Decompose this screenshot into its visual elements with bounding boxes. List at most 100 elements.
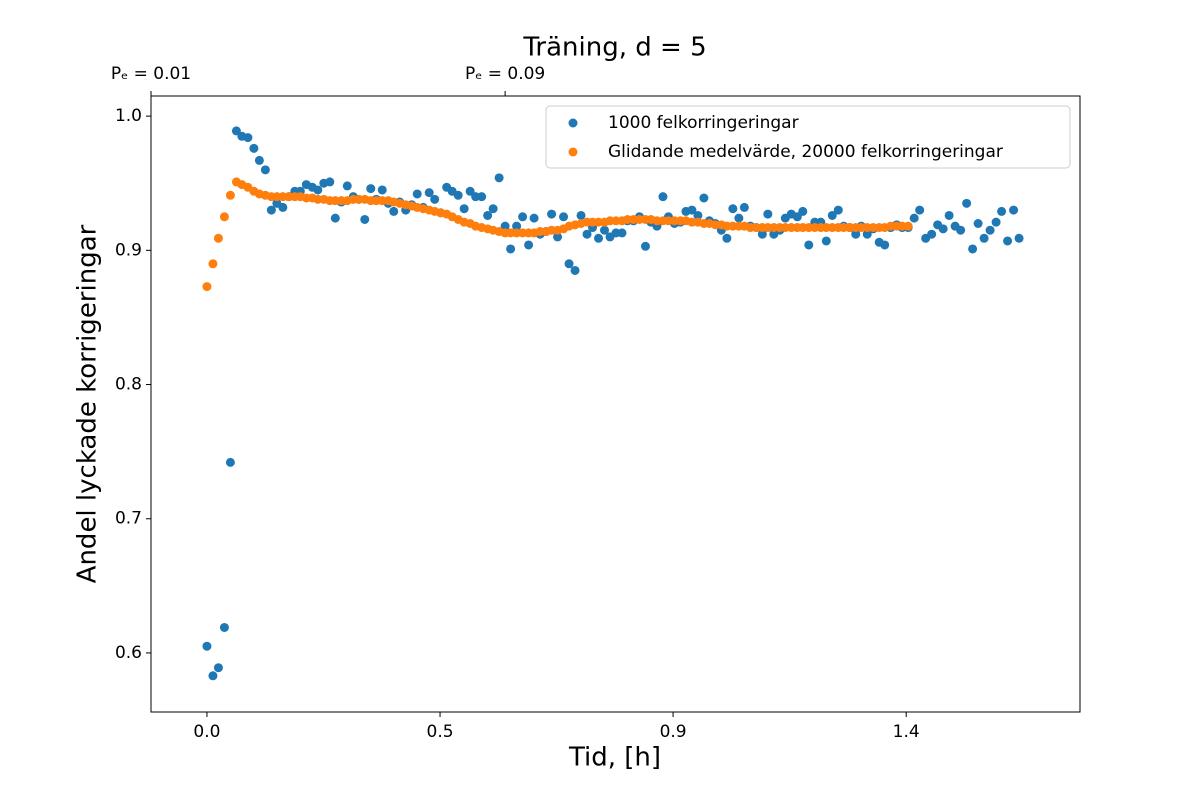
data-point bbox=[944, 210, 954, 220]
data-point bbox=[243, 133, 253, 143]
data-point bbox=[202, 641, 212, 651]
data-point bbox=[991, 217, 1001, 227]
data-point bbox=[330, 213, 340, 223]
data-point bbox=[219, 212, 229, 222]
data-point bbox=[821, 236, 831, 246]
data-point bbox=[260, 165, 270, 175]
data-point bbox=[600, 225, 610, 235]
data-point bbox=[278, 202, 288, 212]
data-point bbox=[208, 671, 218, 681]
data-point bbox=[254, 155, 264, 165]
top-tick-label: Pₑ = 0.09 bbox=[465, 64, 545, 84]
data-point bbox=[512, 221, 522, 231]
data-point bbox=[342, 181, 352, 191]
data-point bbox=[219, 622, 229, 632]
data-point bbox=[208, 259, 218, 269]
x-tick-label: 0.0 bbox=[193, 722, 220, 742]
data-point bbox=[225, 190, 235, 200]
data-point bbox=[453, 190, 463, 200]
data-point bbox=[366, 184, 376, 194]
data-point bbox=[687, 205, 697, 215]
data-point bbox=[483, 210, 493, 220]
data-point bbox=[494, 173, 504, 183]
data-point bbox=[225, 457, 235, 467]
data-point bbox=[734, 213, 744, 223]
data-point bbox=[594, 233, 604, 243]
data-point bbox=[658, 192, 668, 202]
data-point bbox=[559, 212, 569, 222]
data-point bbox=[640, 241, 650, 251]
data-point bbox=[997, 206, 1007, 216]
data-point bbox=[377, 185, 387, 195]
data-point bbox=[553, 232, 563, 242]
data-point bbox=[576, 210, 586, 220]
data-point bbox=[617, 228, 627, 238]
data-point bbox=[699, 193, 709, 203]
data-point bbox=[424, 188, 434, 198]
y-tick-label: 0.9 bbox=[115, 240, 142, 260]
legend-marker bbox=[568, 118, 578, 128]
data-point bbox=[985, 225, 995, 235]
data-point bbox=[582, 229, 592, 239]
data-point bbox=[827, 210, 837, 220]
data-point bbox=[979, 233, 989, 243]
data-point bbox=[938, 224, 948, 234]
data-point bbox=[529, 213, 539, 223]
data-point bbox=[915, 205, 925, 215]
plot-frame bbox=[150, 95, 1081, 713]
data-point bbox=[1014, 233, 1024, 243]
x-tick-label: 0.5 bbox=[427, 722, 454, 742]
data-point bbox=[202, 282, 212, 292]
data-point bbox=[722, 233, 732, 243]
data-point bbox=[488, 204, 498, 214]
legend-marker bbox=[568, 147, 578, 157]
y-axis-label: Andel lyckade korrigeringar bbox=[73, 224, 103, 583]
data-point bbox=[739, 202, 749, 212]
data-point bbox=[880, 240, 890, 250]
data-point bbox=[360, 214, 370, 224]
x-axis-label: Tid, [h] bbox=[568, 743, 661, 773]
data-point bbox=[412, 189, 422, 199]
data-point bbox=[564, 259, 574, 269]
data-point bbox=[1009, 205, 1019, 215]
data-point bbox=[973, 218, 983, 228]
data-point bbox=[570, 265, 580, 275]
x-tick-label: 0.9 bbox=[660, 722, 687, 742]
data-point bbox=[506, 244, 516, 254]
data-point bbox=[851, 229, 861, 239]
y-tick-label: 1.0 bbox=[115, 106, 142, 126]
data-point bbox=[962, 198, 972, 208]
data-point bbox=[968, 244, 978, 254]
data-point bbox=[956, 225, 966, 235]
data-point bbox=[909, 213, 919, 223]
data-point bbox=[693, 210, 703, 220]
data-point bbox=[804, 240, 814, 250]
legend-label: 1000 felkorringeringar bbox=[608, 113, 799, 133]
data-point bbox=[728, 204, 738, 214]
x-tick-label: 1.4 bbox=[893, 722, 920, 742]
legend-label: Glidande medelvärde, 20000 felkorringeri… bbox=[608, 142, 1003, 162]
data-point bbox=[213, 663, 223, 673]
data-point bbox=[389, 206, 399, 216]
data-point bbox=[1003, 236, 1013, 246]
data-point bbox=[927, 229, 937, 239]
y-tick-label: 0.6 bbox=[115, 643, 142, 663]
data-point bbox=[757, 229, 767, 239]
y-tick-label: 0.8 bbox=[115, 375, 142, 395]
data-point bbox=[763, 209, 773, 219]
top-tick-label: Pₑ = 0.01 bbox=[111, 64, 191, 84]
data-point bbox=[862, 229, 872, 239]
data-point bbox=[459, 204, 469, 214]
chart-title: Träning, d = 5 bbox=[522, 33, 706, 63]
y-tick-label: 0.7 bbox=[115, 509, 142, 529]
data-point bbox=[903, 221, 913, 231]
data-point bbox=[325, 177, 335, 187]
data-point bbox=[249, 143, 259, 153]
data-point bbox=[477, 192, 487, 202]
data-point bbox=[500, 221, 510, 231]
data-point bbox=[518, 212, 528, 222]
legend-box bbox=[545, 105, 1071, 169]
data-point bbox=[524, 240, 534, 250]
data-point bbox=[313, 185, 323, 195]
